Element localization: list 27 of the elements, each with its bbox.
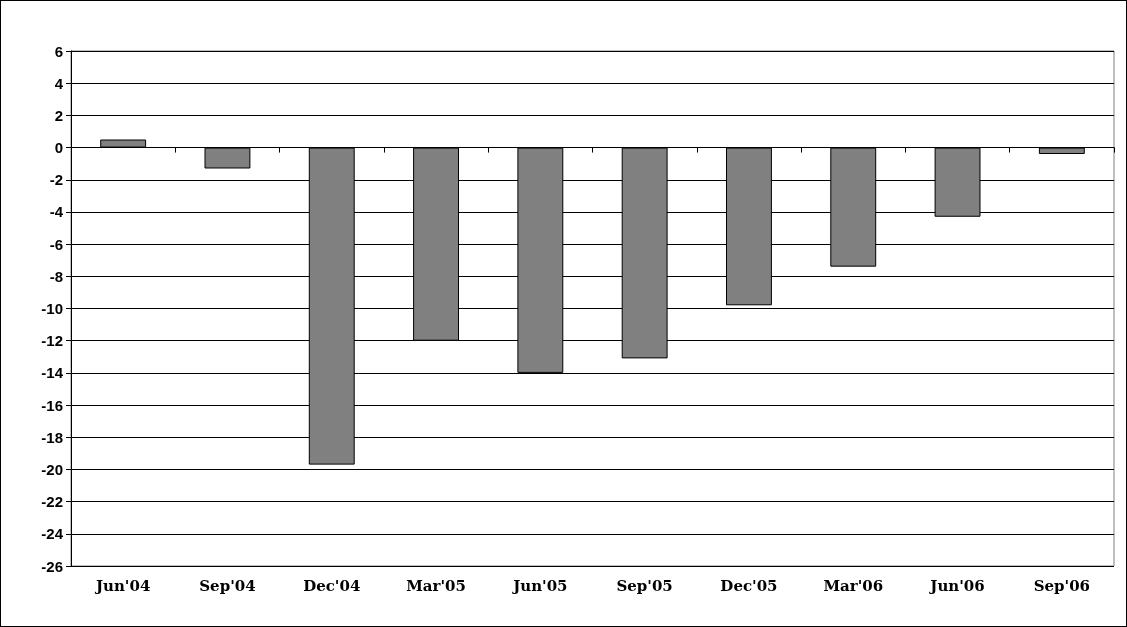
y-tick-label: 2	[54, 106, 63, 124]
y-tick-label: -10	[41, 300, 63, 317]
y-tick-label: -20	[41, 460, 63, 478]
x-tick-label: Sep'06	[1033, 576, 1091, 595]
x-tick-label: Mar'06	[823, 576, 884, 595]
y-tick-label: 0	[54, 139, 63, 157]
y-tick-label: -14	[41, 364, 64, 382]
x-tick-label: Sep'04	[199, 576, 256, 595]
y-tick-label: -26	[41, 557, 63, 575]
x-tick-label: Jun'05	[511, 576, 568, 595]
y-tick-label: -2	[49, 171, 63, 189]
x-tick-label: Sep'05	[616, 576, 673, 595]
y-tick-label: -24	[41, 525, 64, 543]
y-tick-label: -12	[41, 332, 63, 350]
x-tick-label: Dec'05	[720, 576, 778, 595]
x-tick-label: Mar'05	[406, 576, 466, 595]
y-tick-label: -4	[49, 203, 64, 221]
y-tick-label: -6	[49, 235, 63, 253]
y-tick-label: 6	[54, 42, 63, 60]
y-tick-label: -8	[49, 267, 63, 285]
y-tick-label: -18	[41, 428, 63, 446]
y-tick-label: -22	[41, 493, 63, 511]
x-tick-label: Jun'04	[93, 576, 151, 595]
y-tick-label: 4	[54, 74, 64, 92]
x-tick-label: Dec'04	[303, 576, 361, 595]
y-tick-label: -16	[41, 396, 63, 414]
x-tick-label: Jun'06	[928, 576, 985, 595]
